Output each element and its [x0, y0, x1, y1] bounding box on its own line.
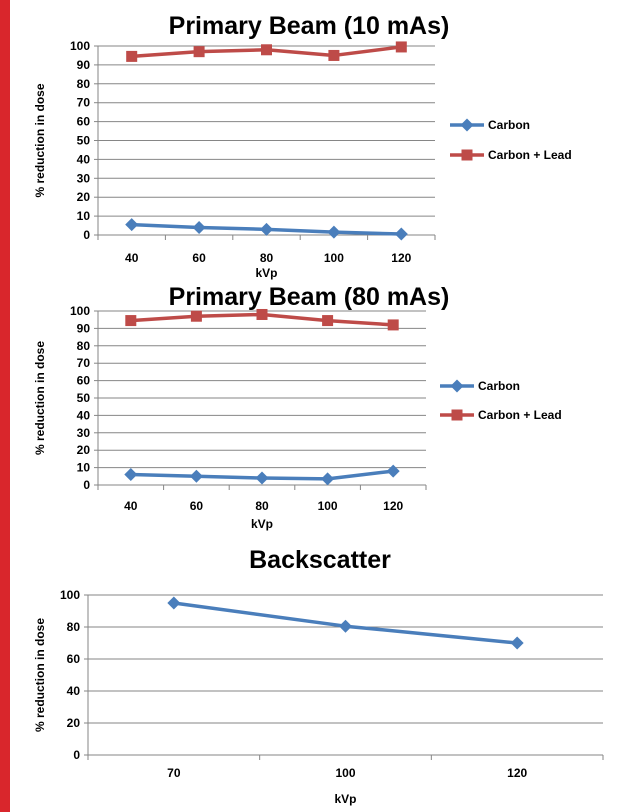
legend-label: Carbon [488, 118, 530, 132]
x-tick-label: 100 [335, 766, 355, 780]
legend-label: Carbon + Lead [478, 408, 562, 422]
y-tick-label: 40 [77, 408, 91, 422]
data-point [386, 464, 400, 478]
data-point [387, 319, 399, 331]
x-tick-label: 60 [192, 251, 206, 265]
x-axis-label: kVp [334, 792, 356, 806]
y-tick-label: 30 [77, 426, 91, 440]
y-axis-label: % reduction in dose [33, 341, 47, 455]
charts-canvas: Primary Beam (10 mAs) 0 10 20 30 40 50 60 70 80 90… [33, 12, 604, 806]
legend-label: Carbon + Lead [488, 148, 572, 162]
y-tick-label: 70 [77, 96, 91, 110]
data-point [260, 222, 273, 236]
chart-title: Backscatter [249, 546, 391, 574]
chart-title: Primary Beam (80 mAs) [169, 283, 450, 311]
data-point [190, 310, 202, 322]
legend-label: Carbon [478, 379, 520, 393]
data-point [394, 227, 408, 241]
y-tick-label: 40 [77, 152, 91, 166]
data-point [327, 225, 341, 239]
legend-marker [450, 379, 464, 393]
y-tick-label: 20 [77, 190, 91, 204]
data-point [124, 468, 138, 482]
chart-1: Primary Beam (10 mAs) 0 10 20 30 40 50 60 70 80 90… [33, 12, 572, 280]
x-tick-label: 40 [124, 499, 138, 513]
y-tick-label: 60 [77, 115, 91, 129]
x-tick-label: 60 [190, 499, 204, 513]
x-tick-label: 120 [383, 499, 403, 513]
data-point [167, 596, 181, 610]
y-tick-label: 80 [67, 620, 81, 634]
data-point [192, 220, 206, 234]
y-tick-label: 60 [67, 652, 81, 666]
y-tick-label: 30 [77, 171, 91, 185]
x-tick-label: 80 [260, 251, 274, 265]
y-tick-label: 10 [77, 461, 91, 475]
x-axis-label: kVp [255, 266, 277, 280]
x-tick-label: 70 [167, 766, 181, 780]
charts-panel: Primary Beam (10 mAs) 0 10 20 30 40 50 60 70 80 90… [10, 0, 637, 812]
data-point [510, 636, 524, 650]
data-point [255, 471, 269, 485]
y-tick-label: 80 [77, 77, 91, 91]
y-tick-label: 20 [77, 443, 91, 457]
y-tick-label: 40 [67, 684, 81, 698]
y-tick-label: 0 [83, 228, 90, 242]
data-point [322, 315, 334, 327]
legend-marker [451, 409, 463, 421]
chart-3: Backscatter 0 20 40 60 80 100 70 100 120 kVp % redu… [33, 546, 604, 806]
data-point [125, 315, 137, 327]
y-tick-label: 90 [77, 321, 91, 335]
y-tick-label: 70 [77, 356, 91, 370]
data-point [125, 218, 139, 232]
x-tick-label: 100 [324, 251, 344, 265]
data-point [193, 46, 205, 58]
y-tick-label: 0 [83, 478, 90, 492]
data-point [126, 50, 138, 62]
x-tick-label: 100 [318, 499, 338, 513]
y-tick-label: 60 [77, 374, 91, 388]
legend-marker [460, 118, 474, 132]
y-tick-label: 100 [70, 39, 90, 53]
data-point [328, 49, 340, 61]
y-tick-label: 50 [77, 134, 91, 148]
y-tick-label: 100 [70, 304, 90, 318]
x-tick-label: 80 [255, 499, 269, 513]
data-point [395, 41, 407, 53]
legend-marker [461, 149, 473, 161]
data-point [189, 469, 203, 483]
data-point [256, 308, 268, 320]
x-axis-label: kVp [251, 517, 273, 531]
y-tick-label: 10 [77, 209, 91, 223]
y-tick-label: 100 [60, 588, 80, 602]
y-tick-label: 90 [77, 58, 91, 72]
y-tick-label: 50 [77, 391, 91, 405]
chart-title: Primary Beam (10 mAs) [169, 12, 450, 40]
y-axis-label: % reduction in dose [33, 618, 47, 732]
y-tick-label: 80 [77, 339, 91, 353]
y-tick-label: 20 [67, 716, 81, 730]
data-point [339, 619, 352, 633]
x-tick-label: 120 [507, 766, 527, 780]
x-tick-label: 120 [391, 251, 411, 265]
y-axis-label: % reduction in dose [33, 83, 47, 197]
y-tick-label: 0 [73, 748, 80, 762]
x-tick-label: 40 [125, 251, 139, 265]
data-point [261, 44, 272, 56]
chart-2: Primary Beam (80 mAs) 0 10 20 30 40 50 60 70 80 90… [33, 283, 562, 531]
data-point [321, 472, 335, 486]
